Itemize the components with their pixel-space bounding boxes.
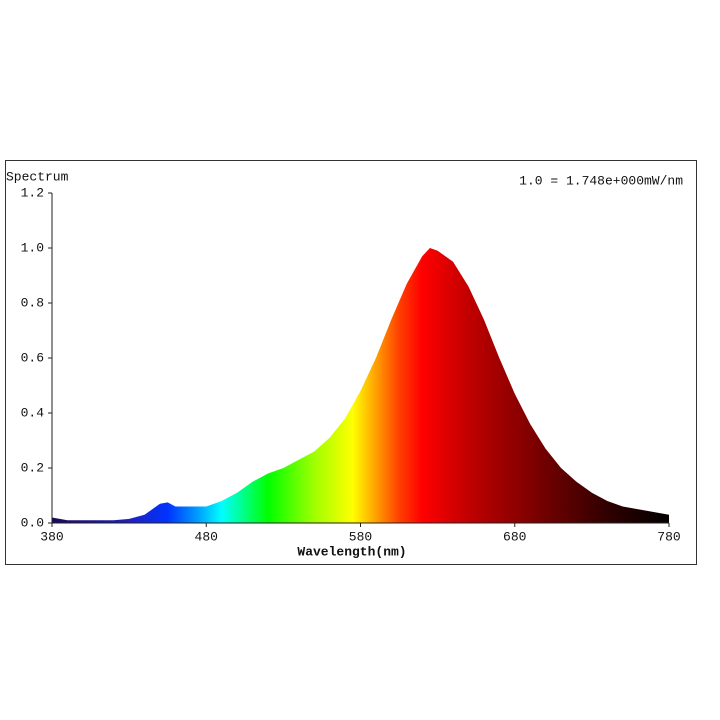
y-tick-label: 0.2 [21, 460, 44, 475]
spectrum-area [52, 248, 669, 523]
x-tick-label: 380 [40, 529, 63, 544]
y-tick-label: 0.0 [21, 515, 44, 530]
x-axis-label: Wavelength(nm) [297, 544, 406, 559]
x-tick-label: 780 [657, 529, 680, 544]
y-axis-label: Spectrum [6, 169, 69, 184]
y-tick-label: 0.4 [21, 405, 45, 420]
y-tick-label: 1.2 [21, 185, 44, 200]
x-tick-label: 480 [195, 529, 218, 544]
scale-annotation: 1.0 = 1.748e+000mW/nm [519, 173, 683, 188]
y-tick-label: 0.8 [21, 295, 44, 310]
x-tick-label: 580 [349, 529, 372, 544]
y-tick-label: 0.6 [21, 350, 44, 365]
x-tick-label: 680 [503, 529, 526, 544]
frame [5, 160, 697, 565]
y-tick-label: 1.0 [21, 240, 44, 255]
